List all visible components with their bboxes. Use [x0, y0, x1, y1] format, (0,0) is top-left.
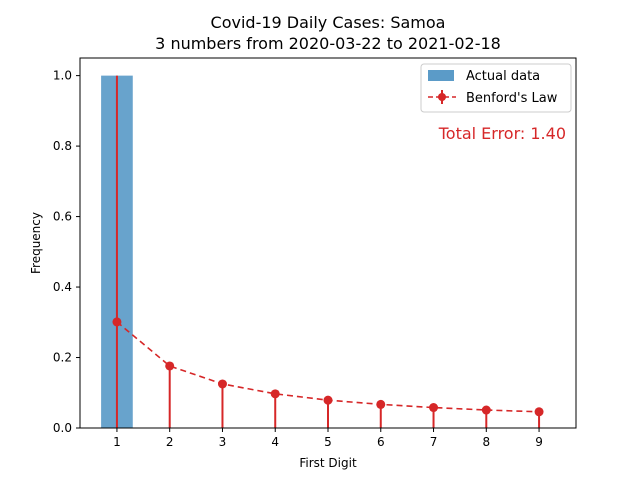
chart-title: Covid-19 Daily Cases: Samoa — [211, 13, 446, 32]
axes-frame — [79, 57, 577, 429]
x-tick-label-6: 6 — [377, 435, 385, 449]
x-axis-label: First Digit — [299, 456, 357, 470]
y-axis-ticks: 0.0 0.2 0.4 0.6 0.8 1.0 — [53, 69, 80, 435]
legend-swatch-benford-marker — [438, 93, 446, 101]
x-tick-label-4: 4 — [271, 435, 279, 449]
benford-point-digit-7 — [429, 403, 439, 413]
benford-point-digit-5 — [323, 395, 333, 405]
x-tick-label-2: 2 — [166, 435, 174, 449]
y-tick-label-1.0: 1.0 — [53, 69, 72, 83]
benford-point-digit-3 — [217, 379, 227, 389]
benford-point-digit-4 — [270, 389, 280, 399]
benford-point-digit-8 — [481, 405, 491, 415]
legend-label-actual-data: Actual data — [466, 69, 540, 84]
x-tick-label-1: 1 — [113, 435, 121, 449]
legend: Actual data Benford's Law — [420, 63, 572, 113]
y-tick-label-0.0: 0.0 — [53, 421, 72, 435]
y-tick-label-0.4: 0.4 — [53, 280, 72, 294]
total-error-annotation: Total Error: 1.40 — [438, 124, 566, 143]
x-tick-label-5: 5 — [324, 435, 332, 449]
benford-point-digit-6 — [376, 399, 386, 409]
plot-area — [101, 75, 544, 428]
legend-label-benfords-law: Benford's Law — [466, 91, 558, 106]
benford-point-digit-9 — [534, 407, 544, 417]
x-tick-label-3: 3 — [219, 435, 227, 449]
x-tick-label-9: 9 — [535, 435, 543, 449]
x-tick-label-8: 8 — [482, 435, 490, 449]
legend-box — [420, 63, 572, 113]
y-tick-label-0.8: 0.8 — [53, 139, 72, 153]
y-tick-label-0.2: 0.2 — [53, 351, 72, 365]
legend-swatch-actual-data — [428, 70, 454, 81]
y-tick-label-0.6: 0.6 — [53, 210, 72, 224]
x-axis-ticks: 1 2 3 4 5 6 7 8 9 — [113, 428, 543, 449]
chart-subtitle: 3 numbers from 2020-03-22 to 2021-02-18 — [155, 34, 501, 53]
y-axis-label: Frequency — [29, 212, 43, 274]
x-tick-label-7: 7 — [430, 435, 438, 449]
benford-point-digit-2 — [165, 361, 175, 371]
benford-point-digit-1 — [112, 317, 122, 327]
